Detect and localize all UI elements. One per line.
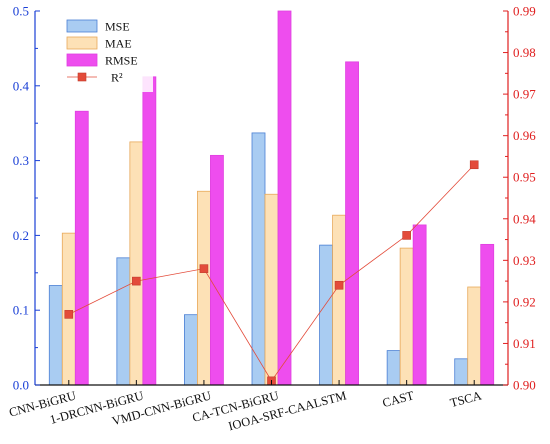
left-tick-label-1: 0.1	[13, 303, 29, 318]
r2-point-5	[402, 231, 411, 240]
right-tick-label-0: 0.90	[513, 378, 536, 393]
legend-swatch-rmse	[66, 53, 98, 67]
right-tick-label-9: 0.99	[513, 4, 536, 19]
bar-mse-2	[184, 314, 198, 386]
legend-label-r2: R²	[111, 71, 123, 85]
left-tick-label-2: 0.2	[13, 228, 29, 243]
category-label-5: CAST	[381, 388, 416, 410]
right-tick-label-5: 0.95	[513, 170, 536, 185]
r2-point-0	[64, 310, 74, 319]
bar-mae-3	[264, 193, 279, 386]
bar-mae-0	[61, 232, 76, 386]
bar-mse-4	[319, 244, 333, 386]
legend-swatch-mse	[66, 19, 98, 33]
right-tick-label-8: 0.98	[513, 45, 536, 60]
bar-mae-5	[399, 247, 414, 386]
bars-layer	[48, 10, 495, 386]
r2-point-2	[199, 264, 209, 273]
legend-label-mae: MAE	[105, 37, 132, 51]
legend-swatch-mae	[66, 36, 98, 50]
bar-mae-4	[332, 214, 346, 386]
category-label-6: TSCA	[449, 388, 483, 410]
bar-mae-1	[129, 141, 144, 386]
r2-point-6	[469, 160, 479, 170]
bar-mae-2	[197, 190, 211, 386]
right-tick-label-7: 0.97	[513, 87, 536, 102]
bar-rmse-0	[74, 110, 89, 386]
right-tick-label-2: 0.92	[513, 294, 536, 309]
left-tick-label-5: 0.5	[13, 4, 29, 19]
right-tick-label-3: 0.93	[513, 253, 536, 268]
bar-rmse-2	[210, 154, 224, 386]
r2-point-4	[334, 280, 344, 290]
r2-point-1	[132, 276, 141, 286]
bar-rmse-1	[142, 76, 157, 386]
bar-mse-3	[251, 132, 266, 386]
bar-rmse-4	[345, 61, 359, 386]
right-tick-label-1: 0.91	[513, 336, 536, 351]
bar-mae-6	[467, 286, 482, 386]
bar-mse-0	[48, 285, 63, 386]
bar-rmse-5	[412, 224, 427, 386]
right-tick-label-4: 0.94	[513, 211, 536, 226]
legend: MSE MAE RMSE R²	[61, 14, 153, 92]
legend-label-mse: MSE	[105, 20, 130, 34]
bar-rmse-6	[480, 243, 495, 386]
bar-mse-5	[386, 350, 401, 386]
right-tick-label-6: 0.96	[513, 128, 536, 143]
bar-mse-6	[454, 358, 469, 386]
left-tick-label-0: 0.0	[13, 378, 29, 393]
legend-swatch-r2-marker	[77, 72, 87, 82]
left-tick-label-3: 0.3	[13, 153, 29, 168]
left-tick-label-4: 0.4	[13, 78, 30, 93]
legend-label-rmse: RMSE	[105, 54, 138, 68]
bar-mse-1	[116, 257, 131, 386]
bar-rmse-3	[277, 10, 292, 386]
